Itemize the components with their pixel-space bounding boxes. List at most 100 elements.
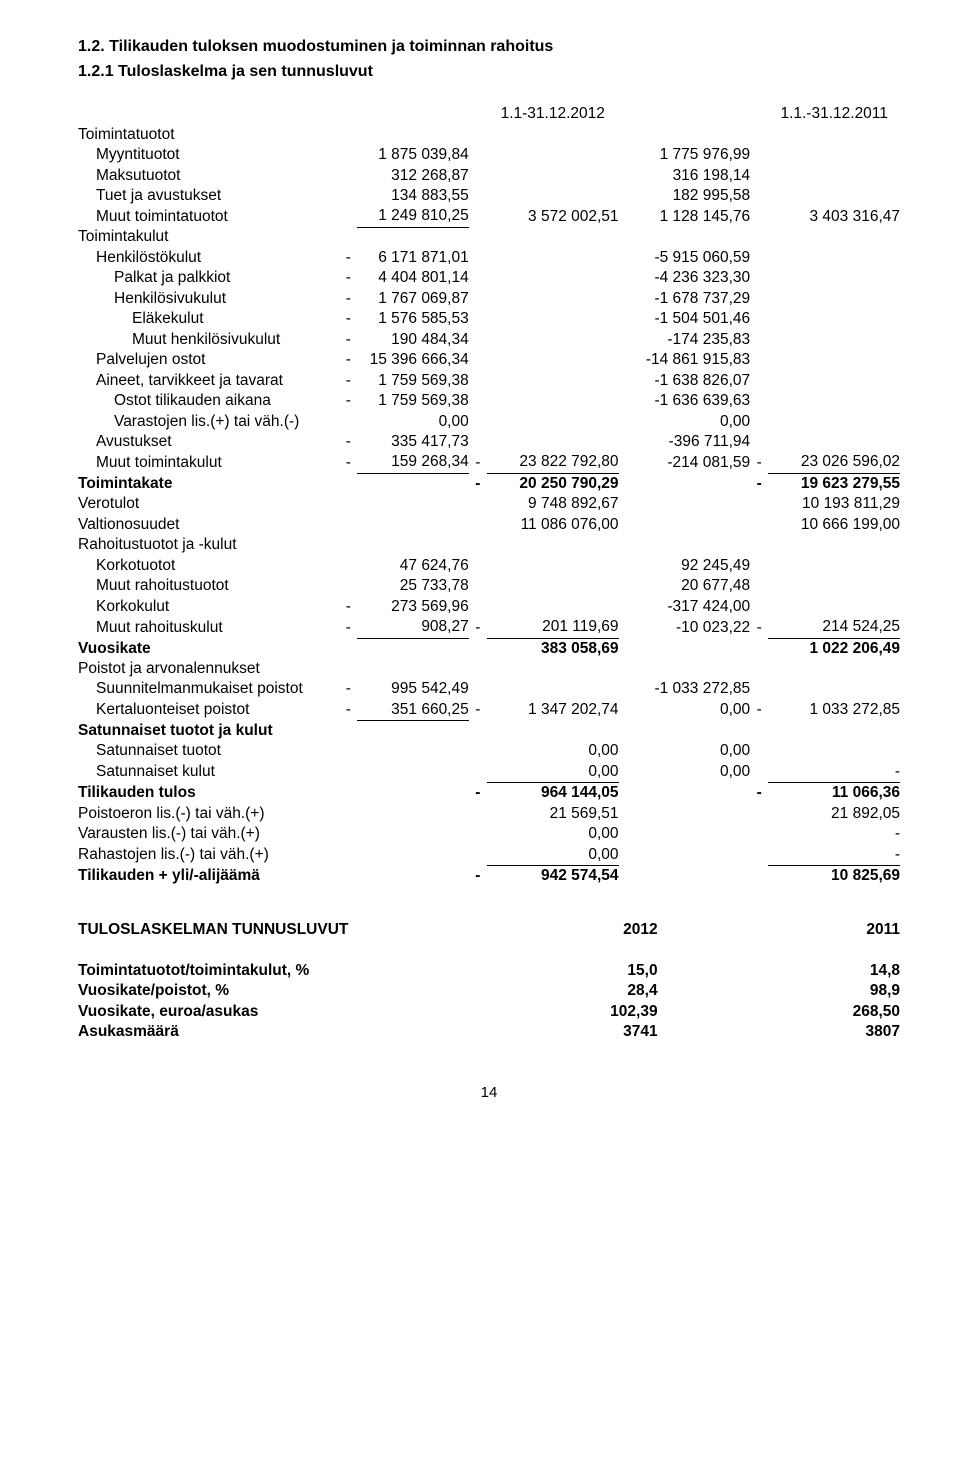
cell: [619, 473, 751, 494]
cell: [750, 824, 768, 844]
key-figure-label: Toimintatuotot/toimintakulut, %: [78, 961, 500, 981]
cell: [469, 125, 487, 145]
row-label: Verotulot: [78, 494, 139, 514]
key-figure-value-1: 3741: [500, 1022, 658, 1042]
cell: [750, 125, 768, 145]
cell: -: [339, 617, 357, 638]
table-row: Varastojen lis.(+) tai väh.(-)0,000,00: [78, 412, 900, 432]
cell: -: [469, 700, 487, 721]
table-row: Eläkekulut-1 576 585,53-1 504 501,46: [78, 309, 900, 329]
year-2: 2011: [742, 920, 900, 940]
cell: -: [750, 617, 768, 638]
row-label: Valtionosuudet: [78, 515, 179, 535]
cell: [487, 556, 619, 576]
cell: [768, 391, 900, 411]
cell: [750, 432, 768, 452]
row-label: Varastojen lis.(+) tai väh.(-): [78, 412, 299, 432]
cell: [357, 741, 468, 761]
row-label: Varausten lis.(-) tai väh.(+): [78, 824, 260, 844]
cell: [750, 330, 768, 350]
table-row: Varausten lis.(-) tai väh.(+)0,00-: [78, 824, 900, 844]
row-label: Vuosikate: [78, 639, 151, 659]
cell: [357, 638, 468, 659]
cell: -1 636 639,63: [619, 391, 751, 411]
cell: -: [339, 679, 357, 699]
cell: [339, 125, 357, 145]
cell: [469, 679, 487, 699]
period-2: 1.1.-31.12.2011: [768, 104, 900, 124]
cell: [750, 865, 768, 886]
cell: 1 128 145,76: [619, 206, 751, 227]
cell: 10 193 811,29: [768, 494, 900, 514]
table-row: Aineet, tarvikkeet ja tavarat-1 759 569,…: [78, 371, 900, 391]
cell: [750, 412, 768, 432]
cell: [487, 371, 619, 391]
cell: [339, 412, 357, 432]
table-row: Tilikauden + yli/-alijäämä-942 574,5410 …: [78, 865, 900, 886]
cell: [357, 762, 468, 783]
table-row: Palkat ja palkkiot-4 404 801,14-4 236 32…: [78, 268, 900, 288]
cell: [357, 473, 468, 494]
row-label: Henkilösivukulut: [78, 289, 226, 309]
cell: [469, 391, 487, 411]
key-figure-row: Vuosikate, euroa/asukas102,39268,50: [78, 1002, 900, 1022]
cell: [487, 289, 619, 309]
table-row: Myyntituotot1 875 039,841 775 976,99: [78, 145, 900, 165]
cell: 21 892,05: [768, 804, 900, 824]
cell: [469, 494, 487, 514]
cell: [357, 845, 468, 866]
cell: [357, 783, 468, 804]
cell: 1 347 202,74: [487, 700, 619, 721]
cell: [768, 268, 900, 288]
table-row: Rahoitustuotot ja -kulut: [78, 535, 900, 555]
cell: [768, 721, 900, 741]
cell: 15 396 666,34: [357, 350, 468, 370]
cell: [768, 145, 900, 165]
cell: [469, 576, 487, 596]
cell: 21 569,51: [487, 804, 619, 824]
header-row: 1.1-31.12.2012 1.1.-31.12.2011: [78, 104, 900, 124]
cell: [768, 330, 900, 350]
table-row: Verotulot9 748 892,6710 193 811,29: [78, 494, 900, 514]
cell: [469, 432, 487, 452]
key-figure-label: Asukasmäärä: [78, 1022, 500, 1042]
key-figure-value-2: 268,50: [742, 1002, 900, 1022]
cell: [487, 145, 619, 165]
cell: [750, 556, 768, 576]
cell: [750, 597, 768, 617]
cell: [750, 762, 768, 783]
income-statement-table: 1.1-31.12.2012 1.1.-31.12.2011 Toimintat…: [78, 104, 900, 886]
cell: -: [469, 452, 487, 473]
cell: [750, 515, 768, 535]
cell: [750, 741, 768, 761]
row-label: Ostot tilikauden aikana: [78, 391, 271, 411]
cell: [357, 659, 468, 679]
cell: [487, 125, 619, 145]
cell: -10 023,22: [619, 617, 751, 638]
cell: -: [768, 845, 900, 866]
table-row: Toimintakulut: [78, 227, 900, 247]
cell: [357, 721, 468, 741]
cell: [339, 804, 357, 824]
row-label: Suunnitelmanmukaiset poistot: [78, 679, 303, 699]
cell: 351 660,25: [357, 700, 468, 721]
cell: [339, 556, 357, 576]
cell: [487, 248, 619, 268]
period-1: 1.1-31.12.2012: [487, 104, 619, 124]
cell: [768, 432, 900, 452]
table-row: Tilikauden tulos-964 144,05-11 066,36: [78, 783, 900, 804]
row-label: Rahoitustuotot ja -kulut: [78, 535, 237, 555]
table-row: Muut toimintatuotot1 249 810,253 572 002…: [78, 206, 900, 227]
cell: [487, 166, 619, 186]
cell: [768, 248, 900, 268]
cell: [487, 186, 619, 206]
cell: -214 081,59: [619, 452, 751, 473]
cell: 4 404 801,14: [357, 268, 468, 288]
cell: [487, 227, 619, 247]
cell: [357, 824, 468, 844]
cell: [469, 145, 487, 165]
cell: [750, 309, 768, 329]
table-row: Rahastojen lis.(-) tai väh.(+)0,00-: [78, 845, 900, 866]
cell: -174 235,83: [619, 330, 751, 350]
key-figures-table: TULOSLASKELMAN TUNNUSLUVUT 2012 2011 Toi…: [78, 920, 900, 1042]
